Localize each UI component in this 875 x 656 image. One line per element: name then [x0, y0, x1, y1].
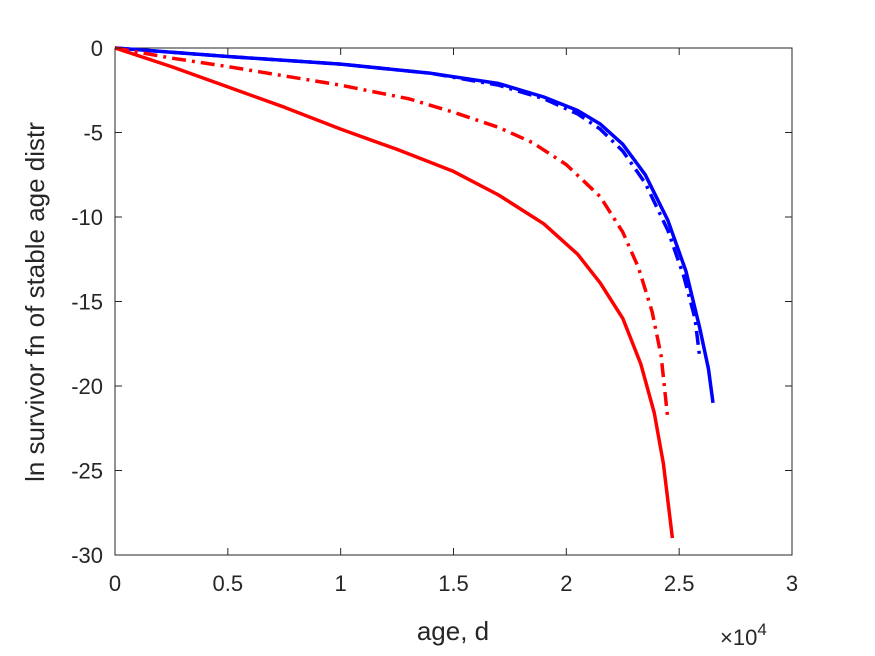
- x-tick-label: 0: [109, 571, 121, 596]
- y-axis: 0 -5 -10 -15 -20 -25 -30: [71, 36, 792, 568]
- x-axis-exponent-power: 4: [757, 620, 766, 639]
- x-tick-label: 2.5: [664, 571, 695, 596]
- plot-area: [114, 47, 793, 556]
- y-axis-label: ln survivor fn of stable age distr: [20, 122, 50, 482]
- x-tick-label: 1.5: [438, 571, 469, 596]
- series-line-3: [114, 46, 670, 420]
- series-line-1: [114, 46, 715, 404]
- x-tick-label: 1: [335, 571, 347, 596]
- x-tick-label: 2: [560, 571, 572, 596]
- series-layer: [114, 46, 715, 539]
- x-tick-label: 0.5: [213, 571, 244, 596]
- y-tick-label: -5: [83, 121, 103, 146]
- series-line-2: [114, 46, 702, 356]
- x-tick-label: 3: [786, 571, 798, 596]
- x-axis: 0 0.5 1 1.5 2 2.5 3: [109, 48, 798, 596]
- y-tick-label: -10: [71, 205, 103, 230]
- y-tick-label: -25: [71, 459, 103, 484]
- series-line-4: [114, 46, 675, 539]
- y-tick-label: -20: [71, 374, 103, 399]
- y-tick-label: -30: [71, 543, 103, 568]
- x-axis-exponent-base: ×10: [720, 625, 757, 650]
- x-axis-label: age, d: [417, 616, 489, 646]
- y-tick-label: 0: [91, 36, 103, 61]
- y-tick-label: -15: [71, 290, 103, 315]
- x-axis-exponent: ×104: [720, 620, 767, 650]
